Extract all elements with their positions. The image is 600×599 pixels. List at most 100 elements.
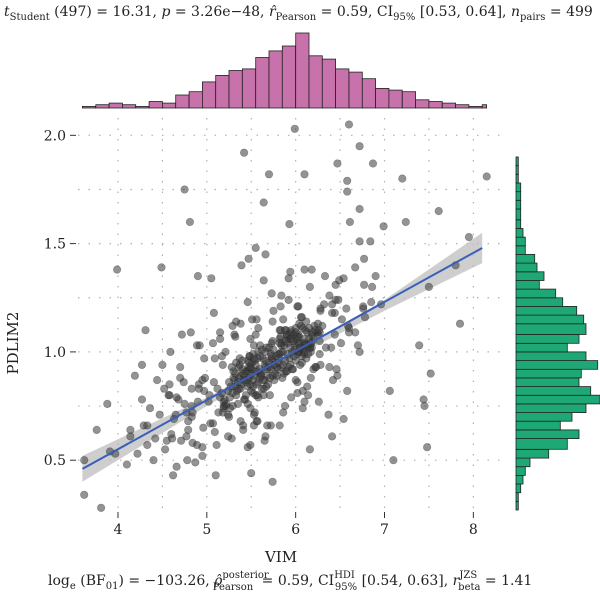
scatter-point [337,315,347,324]
scatter-point [401,217,410,227]
x-tick-label: 4 [114,522,123,538]
scatter-point [464,233,474,242]
scatter-point [252,380,261,389]
x-histogram-bar [122,104,137,109]
x-histogram-bar [241,68,257,109]
scatter-point [351,263,360,272]
scatter-point [180,399,189,409]
scatter-point [183,456,192,465]
y-histogram-bar [515,457,531,468]
y-histogram-bar [515,305,578,316]
scatter-point [360,280,369,289]
scatter-point [367,298,376,307]
y-axis-label: PDLIM2 [4,312,22,375]
y-axis-ticks: 0.5 1.0 1.5 2.0 [44,128,76,469]
y-histogram-bar [515,386,592,396]
x-histogram-bar [468,106,483,109]
scatter-point [199,423,208,432]
scatter-point [198,451,207,461]
scatter-point [249,354,258,363]
scatter-point [276,302,285,311]
scatter-point [268,477,277,486]
scatter-point [297,313,307,322]
scatter-point [267,352,276,361]
scatter-point [234,384,243,393]
scatter-point [268,337,277,346]
scatter-point [185,217,194,227]
confidence-band-area [82,232,483,482]
grid [78,118,500,510]
scatter-point [366,237,375,246]
y-histogram-bar [515,500,519,511]
scatter-point [286,267,295,276]
scatter-point [305,282,315,292]
scatter-point [246,334,255,344]
scatter-point [250,408,259,417]
y-histogram-bar [515,314,585,325]
y-histogram-bar [515,351,587,361]
scatter-point [344,324,354,333]
y-histogram-bar [515,262,538,273]
y-histogram-bar [515,323,587,335]
scatter-point [157,263,166,272]
y-marginal-histogram [515,156,600,511]
x-tick-label: 5 [202,522,211,538]
scatter-point [151,434,160,443]
y-histogram-bar [515,253,536,264]
scatter-point [246,440,255,450]
x-histogram-bar [268,50,283,109]
scatter-point [247,469,256,478]
scatter-point [261,432,270,441]
scatter-point [328,308,337,318]
scatter-point [143,421,152,430]
scatter-point [344,120,354,129]
scatter-point [482,172,491,181]
x-tick-label: 8 [469,522,478,538]
x-histogram-bar [441,102,456,109]
fit-line [81,247,483,470]
scatter-point [325,363,334,372]
x-histogram-bar [401,91,416,109]
scatter-point [92,425,101,435]
x-histogram-bar [361,78,376,109]
scatter-point [180,185,189,194]
y-histogram-bar [515,403,587,413]
y-histogram-bar [515,208,522,221]
scatter-point [186,328,195,337]
scatter-point [316,360,325,370]
scatter-point [179,378,188,387]
y-histogram-bar [515,360,599,370]
y-histogram-bar [515,173,519,184]
y-histogram-bar [515,245,526,255]
scatter-point [206,419,215,428]
scatter-point [368,282,377,292]
scatter-point [243,298,252,307]
y-histogram-bar [515,271,545,281]
scatter-point [325,291,334,300]
y-histogram-bar [515,448,550,459]
scatter-point [315,350,324,359]
scatter-point [145,404,155,413]
y-histogram-bar [515,297,564,307]
scatter-point [176,363,185,372]
scatter-point [224,432,233,441]
scatter-point [324,410,333,419]
scatter-point [314,397,323,406]
scatter-point [379,222,388,231]
scatter-point [345,217,355,227]
scatter-point [455,319,465,328]
scatter-point [133,449,142,458]
scatter-point [160,384,169,393]
y-histogram-bar [515,466,526,476]
scatter-point [193,272,202,281]
scatter-point [169,471,178,480]
scatter-point [321,343,331,352]
y-histogram-bar [515,182,522,193]
scatter-point [141,326,150,335]
scatter-point [228,321,237,331]
scatter-point [172,393,181,402]
scatter-point [137,360,147,370]
scatter-point [153,376,162,385]
scatter-point [172,462,181,471]
x-histogram-bar [95,104,110,109]
